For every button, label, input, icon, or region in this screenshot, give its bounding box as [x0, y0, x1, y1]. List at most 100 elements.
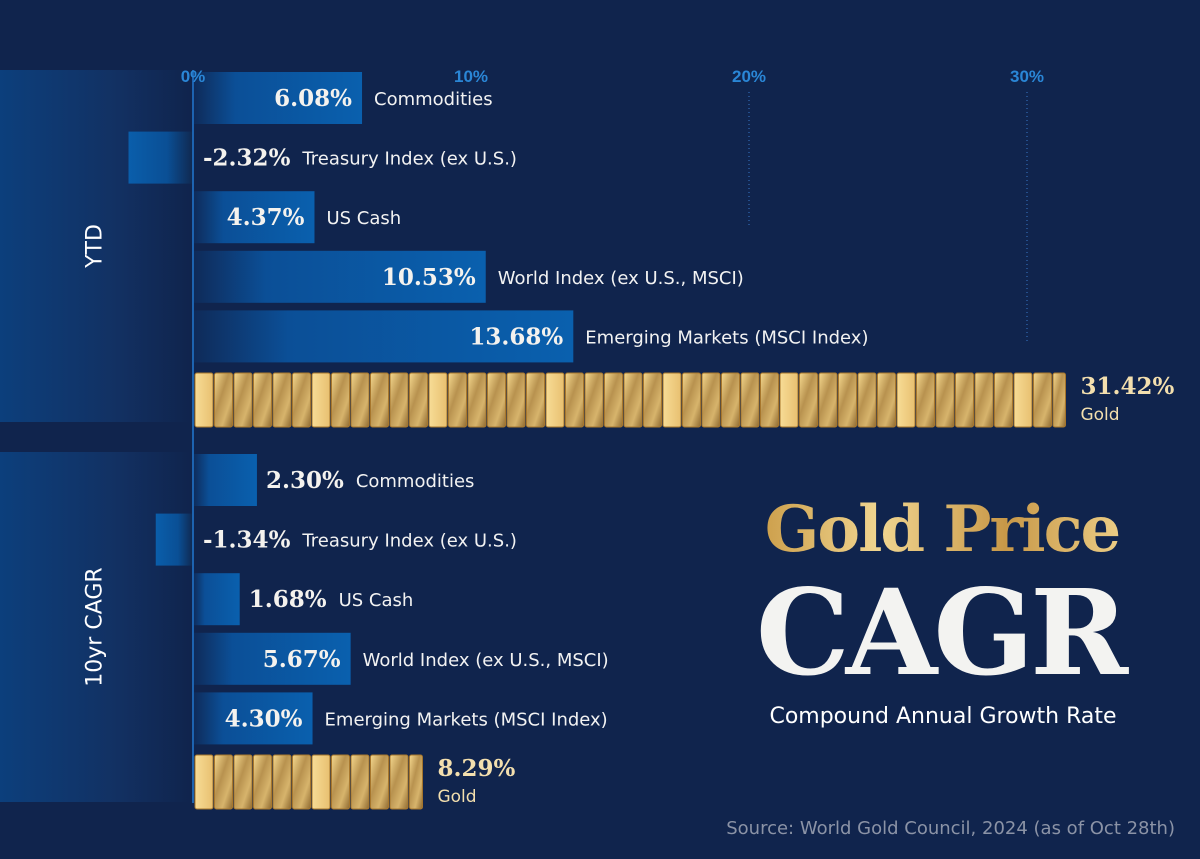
gold-ingot	[409, 754, 423, 810]
gold-ingot	[974, 372, 994, 428]
bar	[193, 692, 313, 745]
gold-ingot	[389, 372, 409, 428]
bar-category-label: Emerging Markets (MSCI Index)	[585, 327, 868, 348]
gold-ingot	[1033, 372, 1052, 428]
gold-ingot	[214, 754, 233, 810]
gold-ingot	[350, 754, 370, 810]
bar	[193, 72, 363, 124]
source-note: Source: World Gold Council, 2024 (as of …	[726, 818, 1175, 839]
gold-ingot	[389, 754, 409, 810]
gold-ingot	[877, 372, 896, 428]
bar-category-label: Gold	[1080, 405, 1119, 425]
gold-ingot	[214, 372, 233, 428]
x-tick-label: 20%	[732, 67, 766, 86]
gold-ingot	[506, 372, 526, 428]
section-panel	[0, 70, 190, 422]
gold-bar	[194, 754, 423, 810]
gold-ingot	[604, 372, 623, 428]
bar-value-label: -2.32%	[203, 145, 291, 172]
title-line-2: CAGR	[755, 563, 1128, 702]
gold-ingot	[740, 372, 760, 428]
bar-value-label: 2.30%	[266, 467, 344, 494]
bar-value-label: 5.67%	[263, 646, 341, 673]
gold-ingot	[799, 372, 818, 428]
gold-ingot	[311, 372, 331, 428]
bar-category-label: US Cash	[326, 208, 401, 229]
gold-ingot	[994, 372, 1013, 428]
gold-ingot	[857, 372, 877, 428]
gold-ingot	[701, 372, 721, 428]
section-panel	[0, 452, 190, 802]
gold-ingot	[526, 372, 545, 428]
gold-ingot	[194, 754, 214, 810]
gold-ingot	[194, 372, 214, 428]
gold-bar	[194, 372, 1066, 428]
gold-ingot	[818, 372, 838, 428]
gold-ingot	[253, 754, 272, 810]
gold-ingot	[838, 372, 857, 428]
gold-ingot	[292, 754, 311, 810]
x-tick-label: 0%	[181, 67, 206, 86]
bar-negative	[155, 513, 193, 566]
gold-ingot	[682, 372, 701, 428]
bar-category-label: Commodities	[374, 89, 493, 110]
gold-ingot	[1013, 372, 1033, 428]
bar-category-label: Treasury Index (ex U.S.)	[301, 531, 517, 552]
bar-value-label: 31.42%	[1080, 373, 1174, 400]
gold-ingot	[428, 372, 448, 428]
gold-ingot	[935, 372, 955, 428]
gold-ingot	[233, 372, 253, 428]
x-tick-label: 10%	[454, 67, 488, 86]
gold-ingot	[272, 754, 292, 810]
bar-category-label: US Cash	[339, 590, 414, 611]
bar-value-label: 6.08%	[274, 85, 352, 112]
gold-ingot	[409, 372, 428, 428]
bar-category-label: Commodities	[356, 471, 475, 492]
gold-ingot	[643, 372, 662, 428]
gold-ingot	[916, 372, 935, 428]
bar-category-label: World Index (ex U.S., MSCI)	[363, 650, 609, 671]
gold-ingot	[370, 754, 389, 810]
bar-category-label: World Index (ex U.S., MSCI)	[498, 268, 744, 289]
gold-ingot	[331, 372, 350, 428]
title-line-1: Gold Price	[752, 492, 1132, 567]
gold-ingot	[331, 754, 350, 810]
bar	[193, 191, 315, 244]
bar-category-label: Emerging Markets (MSCI Index)	[325, 709, 608, 730]
gold-ingot	[311, 754, 331, 810]
bar	[193, 310, 574, 363]
gold-ingot	[662, 372, 682, 428]
bar-value-label: 8.29%	[437, 755, 515, 782]
gold-ingot	[760, 372, 779, 428]
section-label: YTD	[83, 224, 108, 269]
gold-ingot	[448, 372, 467, 428]
bar-category-label: Treasury Index (ex U.S.)	[301, 149, 517, 170]
bar-value-label: 1.68%	[249, 586, 327, 613]
gold-ingot	[779, 372, 799, 428]
gold-ingot	[350, 372, 370, 428]
gold-ingot	[233, 754, 253, 810]
bar-negative	[128, 131, 193, 184]
gold-ingot	[467, 372, 487, 428]
gold-ingot	[565, 372, 584, 428]
gold-ingot	[955, 372, 974, 428]
gold-ingot	[623, 372, 643, 428]
gold-ingot	[272, 372, 292, 428]
gold-ingot	[721, 372, 740, 428]
gold-ingot	[896, 372, 916, 428]
bar-value-label: 13.68%	[469, 323, 563, 350]
bar-value-label: 10.53%	[382, 264, 476, 291]
bar	[193, 250, 486, 303]
bar-value-label: -1.34%	[203, 527, 291, 554]
bar-value-label: 4.30%	[225, 705, 303, 732]
gold-ingot	[370, 372, 389, 428]
gold-ingot	[1052, 372, 1066, 428]
bar-category-label: Gold	[437, 787, 476, 807]
bar	[193, 454, 257, 506]
gold-ingot	[545, 372, 565, 428]
gold-ingot	[292, 372, 311, 428]
section-label: 10yr CAGR	[83, 567, 108, 686]
subtitle: Compound Annual Growth Rate	[769, 704, 1117, 729]
